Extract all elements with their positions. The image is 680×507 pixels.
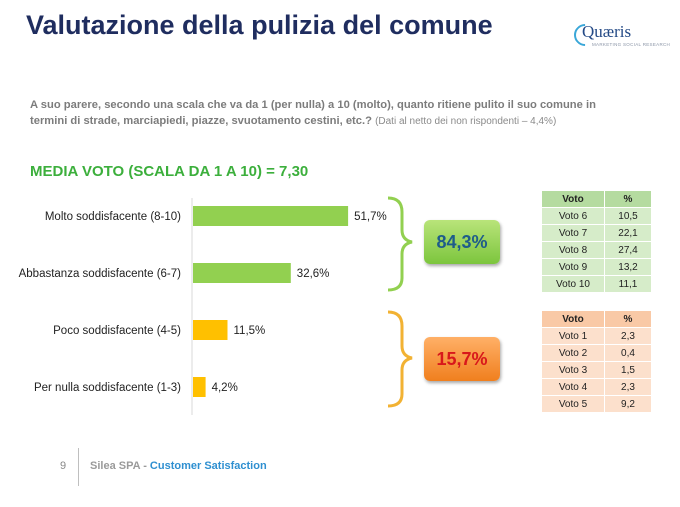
table-row: Voto 8 27,4 xyxy=(541,241,652,259)
table-row: Voto 1 2,3 xyxy=(541,327,652,345)
vote-pct: 2,3 xyxy=(604,327,652,345)
category-label: Per nulla soddisfacente (1-3) xyxy=(34,382,181,394)
vote-pct: 11,1 xyxy=(604,275,652,293)
bar xyxy=(193,206,349,226)
footer-section: Customer Satisfaction xyxy=(149,460,267,472)
footer-label: Silea SPA - Customer Satisfaction xyxy=(90,460,267,472)
page-title: Valutazione della pulizia del comune xyxy=(26,10,493,40)
table-header-pct: % xyxy=(604,310,652,328)
category-label: Poco soddisfacente (4-5) xyxy=(53,325,181,337)
bar xyxy=(193,377,206,397)
question-text: A suo parere, secondo una scala che va d… xyxy=(30,99,596,127)
table-header-row: Voto % xyxy=(541,310,652,328)
table-header-row: Voto % xyxy=(541,190,652,208)
table-row: Voto 3 1,5 xyxy=(541,361,652,379)
vote-label: Voto 10 xyxy=(541,275,605,293)
positive-votes-table: Voto % Voto 6 10,5 Voto 7 22,1 Voto 8 27,4 … xyxy=(541,190,652,293)
vote-pct: 27,4 xyxy=(604,241,652,259)
negative-votes-table: Voto % Voto 1 2,3 Voto 2 0,4 Voto 3 1,5 Vot… xyxy=(541,310,652,413)
footer-divider xyxy=(78,448,79,486)
table-row: Voto 4 2,3 xyxy=(541,378,652,396)
logo-tagline: MARKETING SOCIAL RESEARCH xyxy=(592,42,671,47)
vote-label: Voto 8 xyxy=(541,241,605,259)
vote-label: Voto 2 xyxy=(541,344,605,362)
vote-pct: 22,1 xyxy=(604,224,652,242)
bar xyxy=(193,263,291,283)
negative-brace xyxy=(387,310,413,408)
category-label: Abbastanza soddisfacente (6-7) xyxy=(19,268,182,280)
survey-question: A suo parere, secondo una scala che va d… xyxy=(30,97,620,130)
table-row: Voto 6 10,5 xyxy=(541,207,652,225)
vote-label: Voto 4 xyxy=(541,378,605,396)
table-header-voto: Voto xyxy=(541,310,605,328)
vote-label: Voto 7 xyxy=(541,224,605,242)
value-label: 51,7% xyxy=(354,211,387,223)
negative-total-box: 15,7% xyxy=(424,337,500,381)
footer-company: Silea SPA - xyxy=(90,460,150,472)
value-label: 11,5% xyxy=(234,325,266,337)
bar xyxy=(193,320,228,340)
table-row: Voto 7 22,1 xyxy=(541,224,652,242)
vote-pct: 2,3 xyxy=(604,378,652,396)
table-row: Voto 2 0,4 xyxy=(541,344,652,362)
vote-label: Voto 1 xyxy=(541,327,605,345)
positive-brace xyxy=(387,196,413,292)
vote-pct: 9,2 xyxy=(604,395,652,413)
vote-pct: 1,5 xyxy=(604,361,652,379)
vote-label: Voto 3 xyxy=(541,361,605,379)
logo-name: Quæris xyxy=(582,22,632,41)
vote-pct: 0,4 xyxy=(604,344,652,362)
category-label: Molto soddisfacente (8-10) xyxy=(45,211,181,223)
vote-label: Voto 9 xyxy=(541,258,605,276)
quaeris-logo: Quæris MARKETING SOCIAL RESEARCH xyxy=(569,19,670,51)
table-row: Voto 10 11,1 xyxy=(541,275,652,293)
bar-chart: Molto soddisfacente (8-10) 51,7% Abbastanz… xyxy=(19,196,413,415)
table-header-voto: Voto xyxy=(541,190,605,208)
vote-pct: 13,2 xyxy=(604,258,652,276)
vote-label: Voto 6 xyxy=(541,207,605,225)
value-label: 4,2% xyxy=(212,382,238,394)
question-note: (Dati al netto dei non rispondenti – 4,4… xyxy=(375,116,557,127)
vote-pct: 10,5 xyxy=(604,207,652,225)
table-header-pct: % xyxy=(604,190,652,208)
table-row: Voto 9 13,2 xyxy=(541,258,652,276)
vote-label: Voto 5 xyxy=(541,395,605,413)
value-label: 32,6% xyxy=(297,268,330,280)
average-score: MEDIA VOTO (SCALA DA 1 A 10) = 7,30 xyxy=(30,163,309,180)
table-row: Voto 5 9,2 xyxy=(541,395,652,413)
positive-total-box: 84,3% xyxy=(424,220,500,264)
page-number: 9 xyxy=(60,460,67,472)
